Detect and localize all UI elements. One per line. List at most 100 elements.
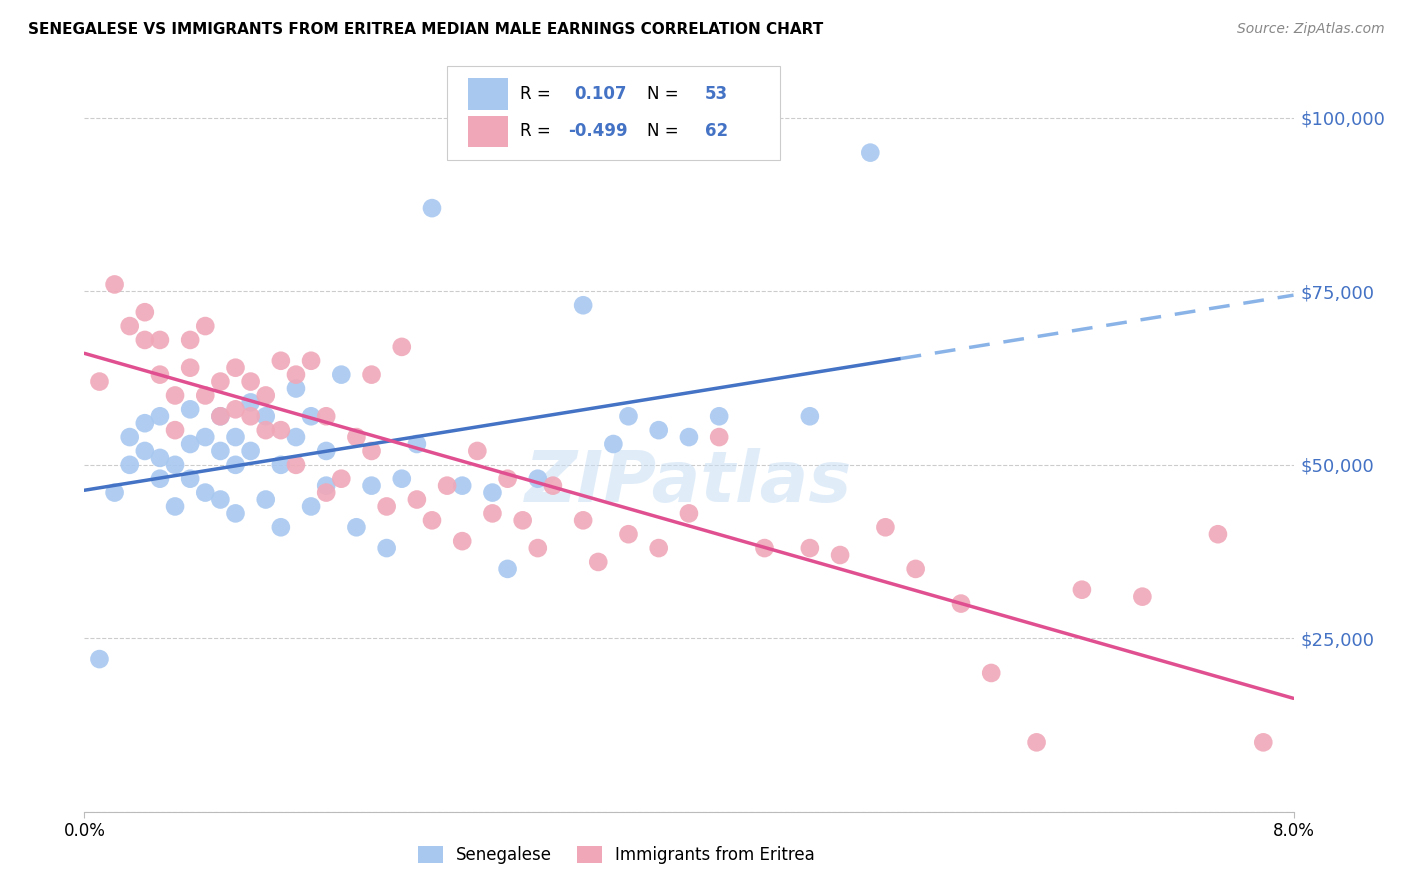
Point [209,444,232,458]
Point [678,430,700,444]
Point [420,201,443,215]
Text: 62: 62 [704,122,728,140]
Point [225,430,247,444]
Point [239,375,262,389]
Point [436,478,458,492]
Point [149,333,172,347]
Point [420,513,443,527]
Point [617,527,640,541]
Point [602,437,624,451]
Point [285,368,308,382]
Point [179,333,201,347]
Point [406,492,429,507]
Point [1025,735,1047,749]
Point [179,360,201,375]
Point [330,368,353,382]
Point [89,375,111,389]
Point [209,492,232,507]
Point [360,444,382,458]
Point [134,305,156,319]
Point [315,485,337,500]
Point [149,409,172,424]
Point [1253,735,1275,749]
Point [194,485,217,500]
Text: 0.107: 0.107 [574,85,627,103]
Point [360,368,382,382]
Text: SENEGALESE VS IMMIGRANTS FROM ERITREA MEDIAN MALE EARNINGS CORRELATION CHART: SENEGALESE VS IMMIGRANTS FROM ERITREA ME… [28,22,824,37]
Point [239,409,262,424]
Point [754,541,776,555]
Point [709,409,731,424]
Point [496,562,519,576]
Point [89,652,111,666]
Point [225,360,247,375]
Point [209,375,232,389]
Text: Source: ZipAtlas.com: Source: ZipAtlas.com [1237,22,1385,37]
Point [391,340,413,354]
Point [225,402,247,417]
Point [118,458,141,472]
Point [904,562,927,576]
Point [875,520,897,534]
Point [451,534,474,549]
Point [481,485,503,500]
Point [239,395,262,409]
Point [648,541,671,555]
Point [496,472,519,486]
Point [194,430,217,444]
Point [315,409,337,424]
FancyBboxPatch shape [468,78,508,110]
Point [149,450,172,465]
Point [149,472,172,486]
Point [588,555,610,569]
Point [209,409,232,424]
Point [330,472,353,486]
Point [315,478,337,492]
Point [512,513,534,527]
Point [104,277,127,292]
Point [165,423,187,437]
Point [104,485,127,500]
FancyBboxPatch shape [468,116,508,147]
Point [406,437,429,451]
Point [572,298,595,312]
Point [285,430,308,444]
Point [346,430,368,444]
Point [149,368,172,382]
Point [225,507,247,521]
Point [179,402,201,417]
Point [346,520,368,534]
Point [1132,590,1154,604]
Point [617,409,640,424]
Point [134,333,156,347]
Point [980,665,1002,680]
Text: R =: R = [520,85,555,103]
Point [299,353,322,368]
Point [451,478,474,492]
Point [799,409,821,424]
Point [225,458,247,472]
Point [165,388,187,402]
Text: 53: 53 [704,85,728,103]
FancyBboxPatch shape [447,66,780,160]
Point [391,472,413,486]
Point [360,478,382,492]
Point [270,458,292,472]
Point [527,541,550,555]
Point [541,478,564,492]
Point [1071,582,1094,597]
Text: R =: R = [520,122,555,140]
Legend: Senegalese, Immigrants from Eritrea: Senegalese, Immigrants from Eritrea [411,839,821,871]
Point [270,353,292,368]
Point [254,409,277,424]
Point [134,416,156,430]
Point [1206,527,1229,541]
Point [239,444,262,458]
Point [194,319,217,334]
Point [209,409,232,424]
Point [179,437,201,451]
Point [315,444,337,458]
Point [285,382,308,396]
Point [648,423,671,437]
Point [134,444,156,458]
